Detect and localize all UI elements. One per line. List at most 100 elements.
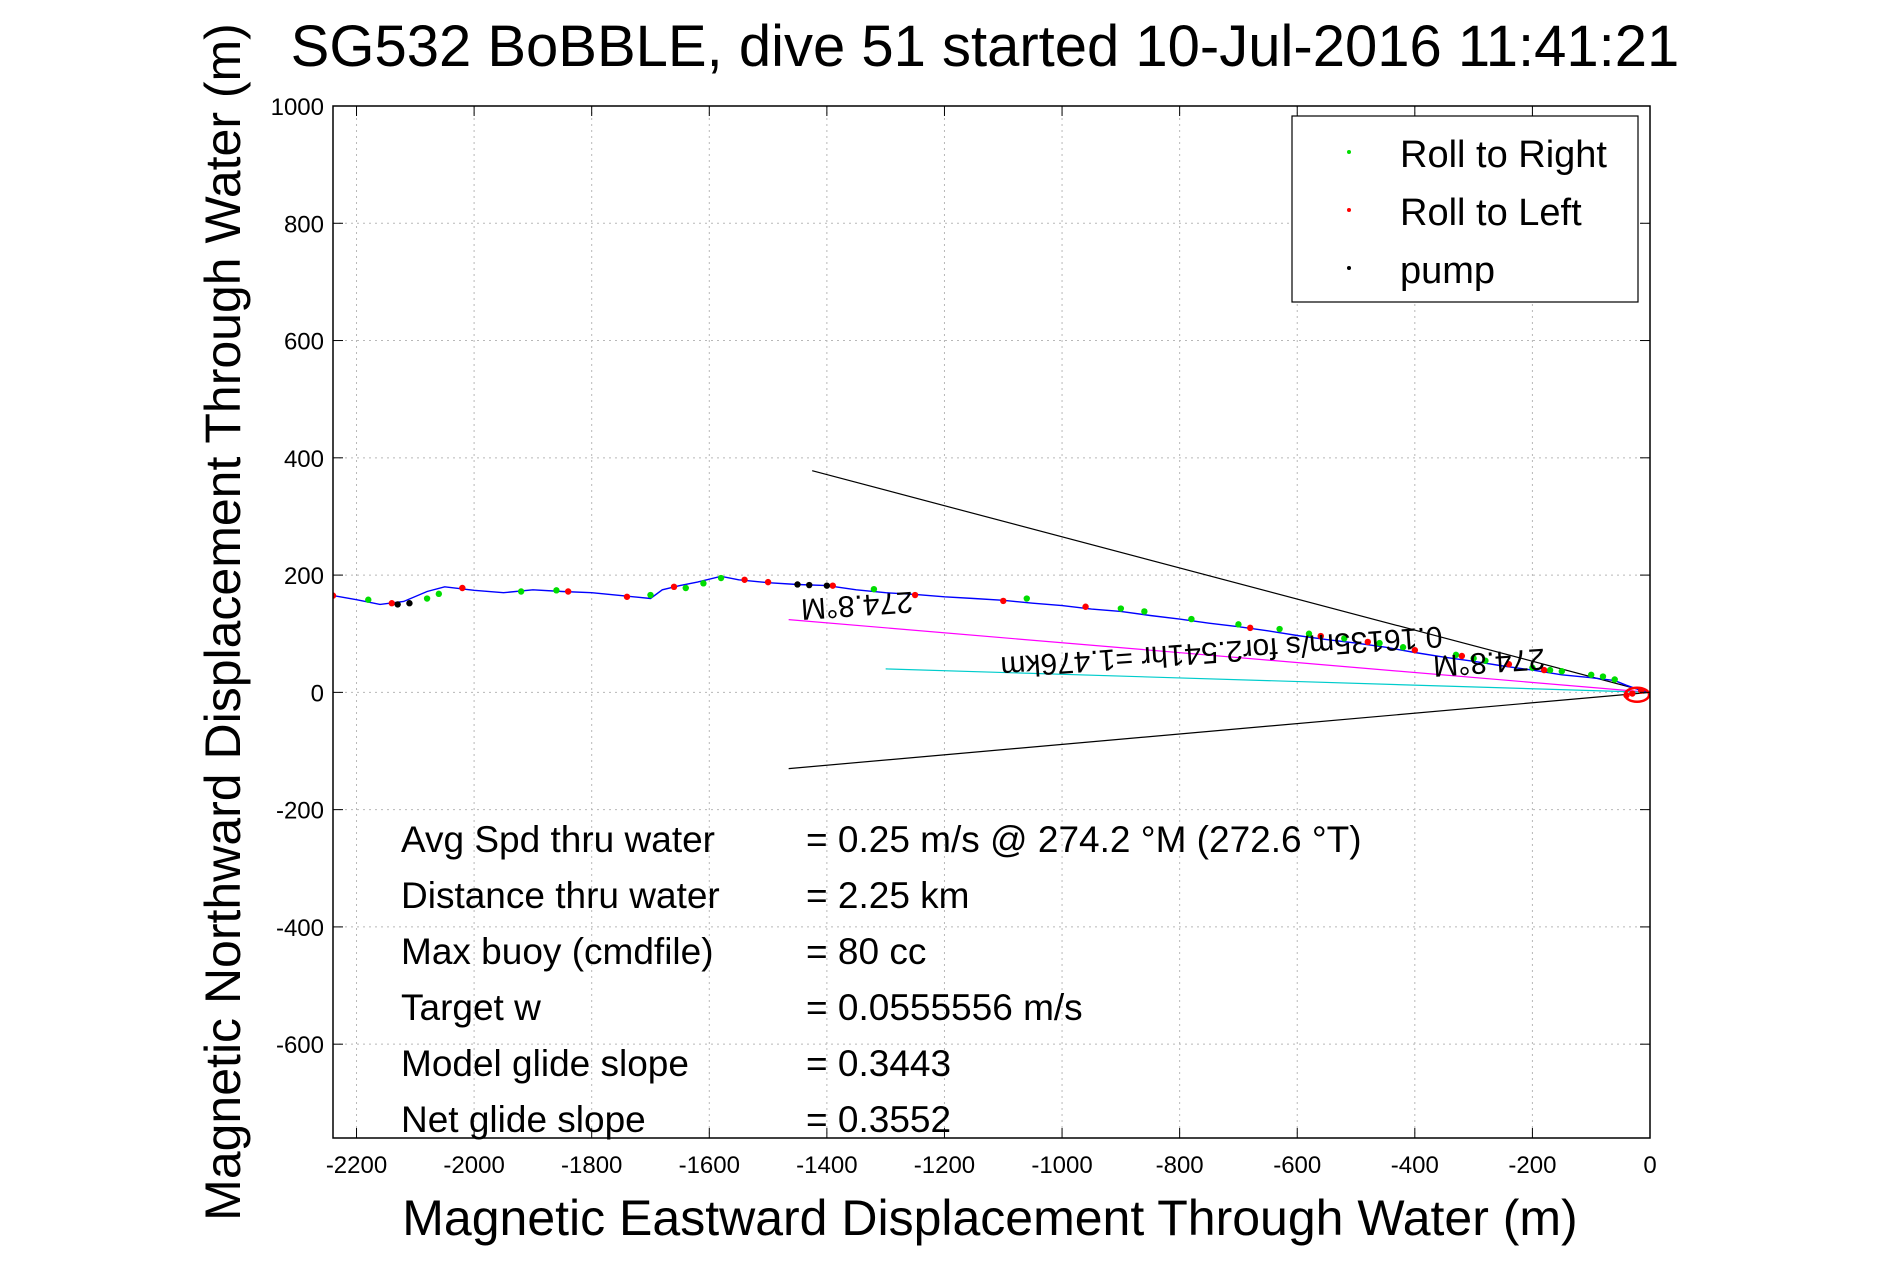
roll-right-point	[1141, 608, 1148, 615]
roll-right-point	[1023, 595, 1030, 602]
y-tick-label: 200	[284, 563, 324, 590]
roll-right-point	[717, 574, 725, 582]
roll-right-point	[423, 595, 431, 602]
roll-left-point	[1629, 690, 1636, 697]
y-tick-label: 0	[311, 680, 324, 707]
stat-value: = 0.25 m/s @ 274.2 °M (272.6 °T)	[806, 819, 1362, 860]
legend: Roll to Right Roll to Left pump	[1291, 115, 1639, 303]
roll-right-point	[1611, 676, 1618, 683]
stats-block: Avg Spd thru water = 0.25 m/s @ 274.2 °M …	[401, 819, 1362, 1140]
roll-left-point	[764, 578, 772, 586]
x-tick-label: -1800	[561, 1152, 622, 1179]
glider-track-line	[333, 575, 1650, 694]
pump-point	[823, 582, 831, 589]
reference-line	[885, 668, 1650, 693]
roll-left-point	[564, 588, 572, 595]
roll-left-point	[741, 576, 748, 583]
roll-right-point	[1558, 668, 1566, 675]
y-tick-label: -600	[276, 1032, 324, 1059]
stat-label: Avg Spd thru water	[401, 819, 715, 860]
pump-point	[806, 581, 813, 589]
x-tick-label: -1400	[796, 1152, 857, 1179]
x-tick-label: -2000	[443, 1152, 504, 1179]
roll-left-point	[1364, 638, 1371, 646]
roll-left-point	[670, 583, 678, 591]
reference-line	[788, 619, 1650, 693]
legend-marker	[1347, 266, 1351, 270]
roll-left-point	[388, 600, 395, 607]
legend-marker	[1347, 150, 1351, 154]
roll-right-point	[1529, 664, 1536, 671]
roll-left-point	[1317, 632, 1324, 640]
roll-right-point	[1452, 651, 1460, 659]
roll-right-point	[1588, 671, 1595, 678]
y-tick-label: 800	[284, 211, 324, 238]
roll-left-point	[1246, 624, 1254, 632]
roll-left-point	[459, 584, 466, 592]
roll-left-point	[1623, 692, 1630, 699]
track-annotation: 274.8°M	[1432, 642, 1546, 683]
roll-right-point	[1235, 621, 1242, 628]
track-annotation: 274.8°M	[800, 585, 914, 626]
roll-left-point	[1000, 597, 1007, 605]
reference-line	[812, 470, 1650, 693]
stat-value: = 0.3443	[806, 1043, 951, 1084]
roll-left-point	[623, 593, 631, 600]
roll-right-point	[1188, 615, 1195, 623]
x-tick-label: -2200	[326, 1152, 387, 1179]
x-tick-label: -600	[1273, 1152, 1321, 1179]
roll-left-point	[1540, 666, 1548, 674]
roll-right-point	[1305, 630, 1313, 637]
roll-right-point	[435, 590, 443, 598]
roll-left-point	[1458, 652, 1466, 660]
x-tick-label: -800	[1156, 1152, 1204, 1179]
legend-label: Roll to Right	[1400, 134, 1607, 176]
reference-line	[788, 691, 1650, 770]
roll-right-point	[1599, 673, 1607, 680]
legend-label: pump	[1400, 250, 1495, 292]
roll-left-point	[829, 582, 836, 589]
plot-frame	[332, 105, 1651, 1139]
y-tick-label: -200	[276, 798, 324, 825]
legend-label: Roll to Left	[1400, 192, 1582, 234]
y-tick-label: 600	[284, 329, 324, 356]
x-axis-label: Magnetic Eastward Displacement Through W…	[402, 1190, 1577, 1246]
roll-right-point	[870, 585, 878, 593]
chart-title: SG532 BoBBLE, dive 51 started 10-Jul-201…	[291, 14, 1680, 79]
pump-point	[794, 581, 801, 588]
roll-right-point	[365, 596, 372, 603]
x-tick-label: -400	[1391, 1152, 1439, 1179]
x-tick-label: -1000	[1031, 1152, 1092, 1179]
x-tick-label: -1600	[679, 1152, 740, 1179]
roll-right-point	[553, 587, 560, 594]
roll-right-point	[1341, 635, 1348, 642]
roll-left-point	[911, 591, 919, 599]
pump-point	[406, 600, 413, 607]
roll-right-point	[700, 580, 707, 587]
roll-right-point	[1546, 666, 1554, 674]
pump-point	[394, 601, 401, 608]
roll-right-point	[1482, 657, 1489, 664]
x-tick-label: 0	[1643, 1152, 1656, 1179]
x-tick-label: -1200	[914, 1152, 975, 1179]
roll-left-point	[1082, 603, 1089, 610]
roll-right-point	[1276, 625, 1283, 633]
stat-label: Distance thru water	[401, 875, 720, 916]
stat-label: Model glide slope	[401, 1043, 689, 1084]
roll-right-point	[1376, 639, 1383, 647]
stat-value: = 2.25 km	[806, 875, 970, 916]
y-axis-label: Magnetic Northward Displacement Through …	[195, 23, 251, 1221]
stat-label: Net glide slope	[401, 1099, 646, 1140]
stat-value: = 0.0555556 m/s	[806, 987, 1083, 1028]
x-tick-label: -200	[1508, 1152, 1556, 1179]
roll-left-point	[333, 592, 337, 599]
roll-right-point	[647, 591, 654, 599]
roll-right-point	[1470, 655, 1477, 662]
legend-marker	[1347, 208, 1351, 212]
roll-left-point	[1505, 661, 1513, 668]
plot-series	[333, 470, 1650, 770]
stat-value: = 80 cc	[806, 931, 926, 972]
stat-label: Max buoy (cmdfile)	[401, 931, 714, 972]
roll-right-point	[1117, 605, 1125, 612]
